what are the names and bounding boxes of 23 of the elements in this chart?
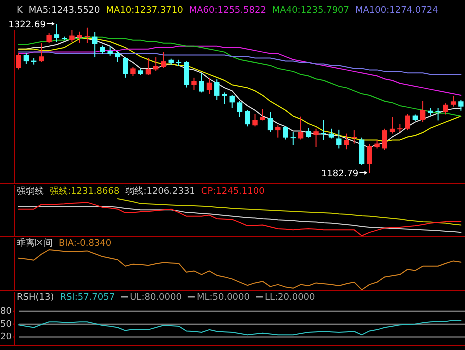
- legend-label: LL:20.0000: [264, 293, 316, 303]
- text: MA10:1237.3710: [106, 6, 184, 16]
- chart-title: K: [17, 6, 24, 16]
- chart-title: 乖离区间: [17, 238, 53, 249]
- y-tick-label: 20: [0, 332, 12, 343]
- series-label: 弱线:1206.2331: [126, 186, 196, 197]
- annotation: 1182.79: [321, 170, 359, 180]
- series-label: BIA:-0.8340: [59, 239, 112, 249]
- chart-title: 强弱线: [17, 186, 44, 197]
- y-tick-label: 50: [0, 320, 12, 330]
- line-series: [18, 320, 462, 336]
- text: CP:1245.1100: [201, 187, 266, 197]
- text: MA100:1274.0724: [356, 6, 439, 16]
- text: MA40:1235.7907: [272, 6, 350, 16]
- chart-title: RSH(13): [17, 293, 54, 303]
- series-label: 强线:1231.8668: [50, 186, 120, 197]
- text: RSI:57.7057: [60, 293, 116, 303]
- text: MA5:1243.5520: [28, 6, 101, 16]
- legend-label: UL:80.0000: [130, 293, 182, 303]
- legend-label: ML:50.0000: [196, 293, 250, 303]
- annotation: 1322.69: [8, 20, 46, 30]
- y-tick-label: 80: [0, 306, 12, 317]
- text: MA60:1255.5822: [189, 6, 266, 16]
